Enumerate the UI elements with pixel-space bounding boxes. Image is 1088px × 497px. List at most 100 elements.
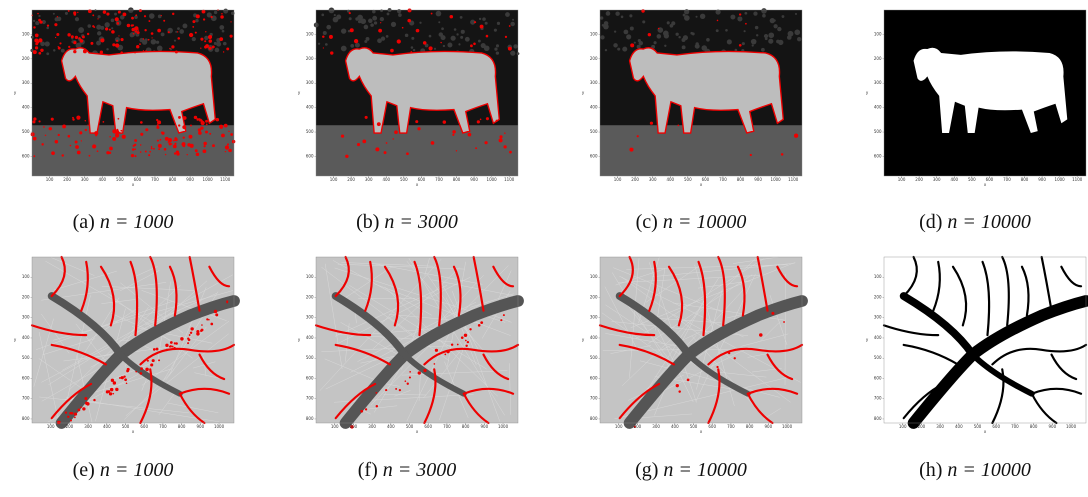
red-region bbox=[68, 10, 70, 12]
red-region bbox=[127, 24, 130, 27]
red-region bbox=[144, 29, 146, 31]
y-tick-label: 200 bbox=[590, 56, 598, 61]
red-region bbox=[480, 25, 484, 29]
red-region bbox=[93, 26, 95, 28]
red-region bbox=[54, 23, 57, 26]
red-region bbox=[70, 145, 72, 147]
foliage bbox=[434, 48, 436, 50]
foliage bbox=[100, 26, 104, 30]
red-region bbox=[357, 143, 360, 146]
red-region bbox=[177, 37, 180, 40]
red-region bbox=[33, 137, 37, 141]
red-region bbox=[97, 150, 99, 152]
foliage bbox=[671, 21, 675, 25]
red-region bbox=[169, 346, 171, 348]
red-region bbox=[111, 30, 115, 34]
red-region bbox=[781, 153, 784, 156]
red-region bbox=[133, 33, 135, 35]
foliage bbox=[605, 49, 607, 51]
red-region bbox=[470, 44, 473, 47]
red-region bbox=[182, 125, 186, 129]
x-tick-label: 700 bbox=[719, 177, 727, 182]
red-region bbox=[166, 349, 168, 351]
y-tick-label: 700 bbox=[22, 396, 30, 401]
x-tick-label: 800 bbox=[462, 424, 470, 429]
foliage bbox=[161, 33, 165, 37]
panel: 1002003004005006007008009001000100200300… bbox=[14, 257, 234, 434]
red-region bbox=[87, 125, 88, 126]
red-region bbox=[451, 343, 453, 345]
red-region bbox=[145, 128, 148, 131]
foliage bbox=[35, 21, 39, 25]
red-region bbox=[158, 359, 160, 361]
foliage bbox=[617, 48, 620, 51]
red-region bbox=[124, 378, 127, 381]
x-tick-label: 400 bbox=[671, 424, 679, 429]
red-region bbox=[435, 349, 438, 352]
red-region bbox=[177, 31, 178, 32]
foliage bbox=[496, 52, 499, 55]
red-region bbox=[375, 392, 377, 394]
x-tick-label: 500 bbox=[400, 177, 408, 182]
red-region bbox=[131, 24, 133, 26]
x-tick-label: 1000 bbox=[782, 424, 793, 429]
foliage bbox=[216, 42, 221, 47]
red-region bbox=[486, 117, 489, 120]
red-region bbox=[112, 393, 114, 395]
red-region bbox=[31, 15, 32, 16]
red-region bbox=[35, 34, 39, 38]
foliage bbox=[391, 22, 396, 27]
y-tick-label: 200 bbox=[306, 294, 314, 299]
red-region bbox=[469, 328, 471, 330]
caption-text: n = 10000 bbox=[663, 459, 747, 481]
y-tick-label: 300 bbox=[306, 80, 314, 85]
panel-image bbox=[30, 7, 235, 176]
red-region bbox=[47, 24, 49, 26]
y-tick-label: 800 bbox=[874, 416, 882, 421]
red-region bbox=[161, 15, 162, 16]
red-region bbox=[405, 380, 407, 382]
red-region bbox=[172, 13, 174, 15]
red-region bbox=[192, 26, 194, 28]
x-tick-label: 100 bbox=[46, 177, 54, 182]
x-axis-label: x bbox=[132, 182, 135, 187]
caption-text: n = 10000 bbox=[947, 459, 1031, 481]
y-tick-label: 200 bbox=[590, 294, 598, 299]
red-region bbox=[477, 120, 480, 123]
foliage bbox=[386, 35, 389, 38]
foliage bbox=[762, 14, 766, 18]
red-region bbox=[629, 148, 633, 152]
foliage bbox=[458, 43, 460, 45]
foliage bbox=[512, 19, 514, 21]
red-region bbox=[630, 43, 634, 47]
red-region bbox=[215, 313, 218, 316]
red-region bbox=[473, 43, 476, 46]
red-region bbox=[75, 36, 78, 39]
red-region bbox=[67, 416, 69, 418]
red-region bbox=[133, 145, 135, 147]
x-tick-label: 400 bbox=[955, 424, 963, 429]
red-region bbox=[70, 419, 72, 421]
red-region bbox=[230, 35, 233, 38]
y-axis-label: y bbox=[866, 337, 869, 342]
red-region bbox=[79, 131, 82, 134]
foliage bbox=[149, 13, 155, 19]
red-region bbox=[170, 341, 173, 344]
x-tick-label: 900 bbox=[470, 177, 478, 182]
foliage bbox=[223, 9, 228, 14]
red-region bbox=[200, 48, 201, 49]
red-region bbox=[134, 52, 136, 54]
red-region bbox=[173, 144, 177, 148]
red-region bbox=[168, 31, 170, 33]
red-region bbox=[208, 35, 212, 39]
red-region bbox=[216, 118, 220, 122]
x-tick-label: 400 bbox=[950, 177, 958, 182]
x-tick-label: 400 bbox=[666, 177, 674, 182]
foliage bbox=[397, 9, 401, 13]
foliage bbox=[778, 28, 780, 30]
red-region bbox=[82, 407, 85, 410]
red-region bbox=[120, 38, 123, 41]
red-region bbox=[157, 124, 159, 126]
red-region bbox=[440, 42, 441, 43]
foliage bbox=[106, 48, 108, 50]
